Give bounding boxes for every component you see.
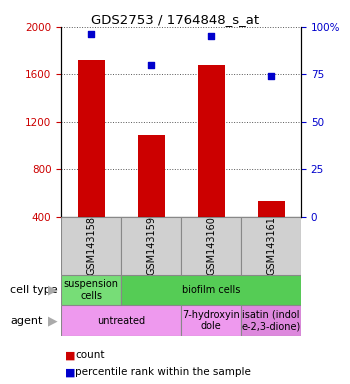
Bar	[241, 217, 301, 275]
Bar	[138, 135, 164, 217]
Text: ■: ■	[65, 367, 75, 377]
Point	[208, 33, 214, 40]
Bar	[181, 217, 241, 275]
Bar	[241, 305, 301, 336]
Text: agent: agent	[10, 316, 43, 326]
Text: GSM143158: GSM143158	[86, 216, 96, 275]
Text: ▶: ▶	[48, 283, 58, 296]
Text: 7-hydroxyin
dole: 7-hydroxyin dole	[182, 310, 240, 331]
Text: percentile rank within the sample: percentile rank within the sample	[75, 367, 251, 377]
Bar	[258, 201, 285, 217]
Bar	[78, 60, 105, 217]
Point	[268, 73, 274, 79]
Bar	[121, 217, 181, 275]
Bar	[61, 275, 121, 305]
Bar	[61, 305, 181, 336]
Text: suspension
cells: suspension cells	[64, 279, 119, 301]
Text: GSM143159: GSM143159	[146, 216, 156, 275]
Text: biofilm cells: biofilm cells	[182, 285, 240, 295]
Text: untreated: untreated	[97, 316, 145, 326]
Text: isatin (indol
e-2,3-dione): isatin (indol e-2,3-dione)	[241, 310, 301, 331]
Bar	[121, 275, 301, 305]
Text: GDS2753 / 1764848_s_at: GDS2753 / 1764848_s_at	[91, 13, 259, 26]
Bar	[61, 217, 121, 275]
Text: ▶: ▶	[48, 314, 58, 327]
Text: count: count	[75, 350, 105, 360]
Point	[89, 31, 94, 38]
Text: GSM143160: GSM143160	[206, 216, 216, 275]
Text: ■: ■	[65, 350, 75, 360]
Bar	[198, 65, 225, 217]
Point	[148, 62, 154, 68]
Bar	[181, 305, 241, 336]
Text: cell type: cell type	[10, 285, 58, 295]
Text: GSM143161: GSM143161	[266, 216, 276, 275]
